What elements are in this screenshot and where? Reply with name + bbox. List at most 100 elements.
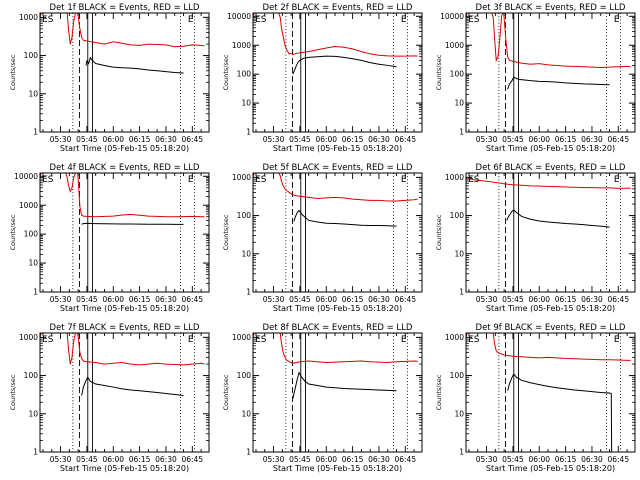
plot-frame bbox=[252, 12, 423, 133]
lld-line bbox=[40, 13, 205, 48]
x-tick-label: 05:30 bbox=[263, 295, 285, 304]
x-tick-label: 06:00 bbox=[528, 295, 550, 304]
marker-annotation: ES bbox=[255, 15, 267, 25]
plot-frame bbox=[39, 12, 210, 133]
plot-frame bbox=[465, 172, 636, 293]
y-tick-label: 10 bbox=[454, 409, 464, 418]
y-tick-label: 10000 bbox=[440, 12, 464, 21]
events-line bbox=[293, 209, 397, 227]
x-tick-label: 05:30 bbox=[50, 455, 72, 464]
y-tick-label: 10000 bbox=[14, 172, 38, 181]
x-tick-label: 05:30 bbox=[476, 295, 498, 304]
x-tick-label: 06:00 bbox=[102, 455, 124, 464]
x-axis-title: Start Time (05-Feb-15 05:18:20) bbox=[486, 304, 615, 313]
events-line bbox=[292, 55, 397, 75]
x-tick-label: 06:30 bbox=[155, 295, 177, 304]
y-tick-label: 1 bbox=[246, 448, 251, 457]
y-tick-label: 1 bbox=[33, 448, 38, 457]
lld-line bbox=[466, 333, 631, 361]
x-tick-label: 05:30 bbox=[263, 135, 285, 144]
x-tick-label: 05:30 bbox=[476, 455, 498, 464]
y-tick-label: 100 bbox=[450, 70, 465, 79]
marker-annotation: ES bbox=[42, 175, 54, 185]
marker-annotation: ES bbox=[42, 15, 54, 25]
y-axis-title: Counts/sec bbox=[9, 374, 17, 410]
panel-det-4: Det 4f BLACK = Events, RED = LLD 1 10 100 10… bbox=[9, 163, 210, 313]
x-axis-title: Start Time (05-Feb-15 05:18:20) bbox=[60, 144, 189, 153]
y-tick-label: 1 bbox=[33, 128, 38, 137]
lld-line bbox=[253, 333, 418, 364]
x-tick-label: 06:45 bbox=[607, 455, 629, 464]
x-tick-label: 05:30 bbox=[50, 295, 72, 304]
x-tick-label: 06:30 bbox=[581, 135, 603, 144]
panel-det-9: Det 9f BLACK = Events, RED = LLD 1 10 100 10… bbox=[435, 323, 636, 473]
x-tick-label: 06:45 bbox=[607, 295, 629, 304]
marker-annotation: E bbox=[401, 15, 407, 25]
x-axis-title: Start Time (05-Feb-15 05:18:20) bbox=[273, 464, 402, 473]
y-axis-title: Counts/sec bbox=[222, 374, 230, 410]
y-axis-title: Counts/sec bbox=[435, 214, 443, 250]
y-tick-label: 1 bbox=[246, 288, 251, 297]
x-axis-title: Start Time (05-Feb-15 05:18:20) bbox=[60, 464, 189, 473]
x-tick-label: 06:30 bbox=[155, 135, 177, 144]
y-axis-title: Counts/sec bbox=[9, 214, 17, 250]
events-line bbox=[507, 76, 610, 90]
y-tick-label: 1000 bbox=[19, 201, 38, 210]
panel-det-2: Det 2f BLACK = Events, RED = LLD 1 10 100 10… bbox=[222, 3, 423, 153]
y-axis-title: Counts/sec bbox=[435, 54, 443, 90]
y-tick-label: 1 bbox=[459, 288, 464, 297]
x-tick-label: 05:45 bbox=[289, 135, 311, 144]
x-tick-label: 06:30 bbox=[155, 455, 177, 464]
y-tick-label: 10000 bbox=[227, 12, 251, 21]
marker-annotation: E bbox=[188, 335, 194, 345]
y-tick-label: 10 bbox=[241, 249, 251, 258]
panel-title: Det 8f BLACK = Events, RED = LLD bbox=[263, 323, 413, 333]
x-tick-label: 06:00 bbox=[528, 135, 550, 144]
x-tick-label: 06:00 bbox=[102, 295, 124, 304]
plot-frame bbox=[252, 332, 423, 453]
y-tick-label: 1000 bbox=[19, 13, 38, 22]
x-tick-label: 05:45 bbox=[502, 295, 524, 304]
y-tick-label: 10 bbox=[28, 259, 38, 268]
panel-title: Det 4f BLACK = Events, RED = LLD bbox=[50, 163, 200, 173]
panel-title: Det 6f BLACK = Events, RED = LLD bbox=[476, 163, 626, 173]
x-tick-label: 06:15 bbox=[555, 295, 577, 304]
x-tick-label: 06:15 bbox=[555, 135, 577, 144]
marker-annotation: E bbox=[614, 335, 620, 345]
panel-title: Det 2f BLACK = Events, RED = LLD bbox=[263, 3, 413, 13]
events-line bbox=[85, 56, 184, 74]
x-axis-title: Start Time (05-Feb-15 05:18:20) bbox=[60, 304, 189, 313]
y-tick-label: 10 bbox=[454, 249, 464, 258]
x-tick-label: 05:45 bbox=[76, 455, 98, 464]
y-tick-label: 10 bbox=[241, 99, 251, 108]
x-tick-label: 05:45 bbox=[289, 295, 311, 304]
y-tick-label: 1 bbox=[459, 128, 464, 137]
marker-annotation: E bbox=[401, 175, 407, 185]
x-tick-label: 06:45 bbox=[181, 135, 203, 144]
x-tick-label: 06:15 bbox=[129, 455, 151, 464]
panel-det-1: Det 1f BLACK = Events, RED = LLD 1 10 100 10… bbox=[9, 3, 210, 153]
y-axis-title: Counts/sec bbox=[435, 374, 443, 410]
x-tick-label: 05:45 bbox=[502, 455, 524, 464]
lld-line bbox=[253, 13, 418, 57]
y-tick-label: 1000 bbox=[19, 333, 38, 342]
x-tick-label: 06:00 bbox=[528, 455, 550, 464]
panel-title: Det 3f BLACK = Events, RED = LLD bbox=[476, 3, 626, 13]
x-tick-label: 06:15 bbox=[342, 295, 364, 304]
x-tick-label: 06:45 bbox=[394, 135, 416, 144]
x-tick-label: 06:15 bbox=[129, 295, 151, 304]
events-line bbox=[81, 222, 184, 225]
x-tick-label: 06:00 bbox=[315, 295, 337, 304]
x-tick-label: 06:00 bbox=[315, 135, 337, 144]
plot-frame bbox=[39, 332, 210, 453]
y-tick-label: 100 bbox=[24, 51, 39, 60]
events-line bbox=[81, 376, 184, 397]
y-tick-label: 1000 bbox=[232, 41, 251, 50]
x-tick-label: 06:45 bbox=[181, 455, 203, 464]
plot-frame bbox=[39, 172, 210, 293]
lld-line bbox=[466, 176, 631, 189]
y-tick-label: 100 bbox=[237, 211, 252, 220]
lld-line bbox=[40, 333, 205, 366]
y-tick-label: 100 bbox=[450, 211, 465, 220]
y-tick-label: 1 bbox=[459, 448, 464, 457]
